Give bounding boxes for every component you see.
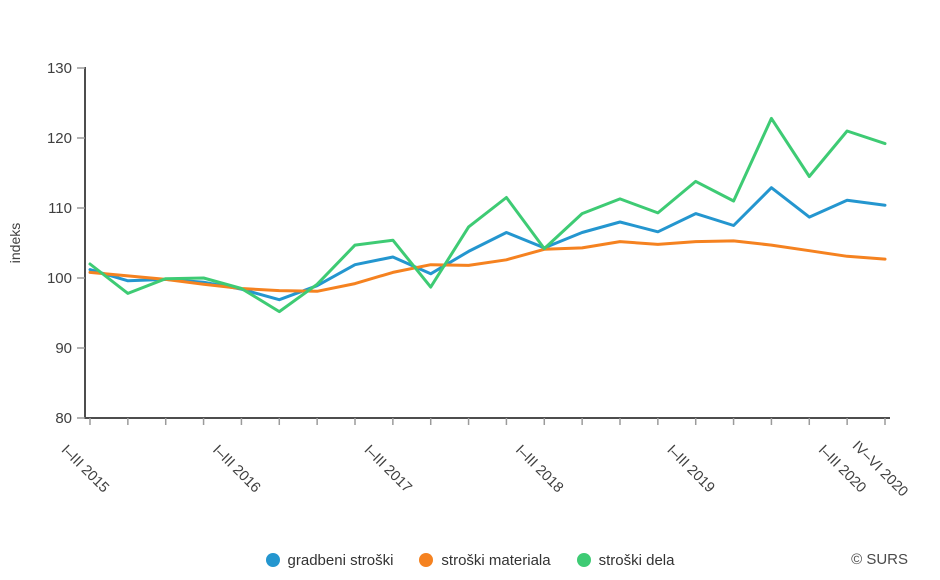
legend-item-stroski-dela: stroški dela: [576, 551, 675, 569]
x-tick-label: I–III 2015: [58, 442, 112, 496]
line-chart: 80 90 100 110 120 130 I–III 2015 I–III 2016 I–II…: [7, 60, 911, 500]
legend: gradbeni stroški stroški materiala stroš…: [0, 546, 940, 574]
legend-label: gradbeni stroški: [287, 551, 394, 569]
y-tick-label: 110: [48, 200, 72, 217]
x-tick-label: I–III 2018: [512, 442, 566, 496]
legend-label: stroški materiala: [441, 551, 551, 569]
legend-item-gradbeni-stroski: gradbeni stroški: [265, 551, 394, 569]
y-axis-title: indeks: [7, 223, 23, 263]
x-tick-label: I–III 2019: [664, 442, 718, 496]
line-chart-svg: 80 90 100 110 120 130 I–III 2015 I–III 2016 I–II…: [7, 60, 911, 500]
y-tick-label: 100: [47, 270, 72, 287]
x-tick-label: I–III 2016: [209, 442, 263, 496]
y-tick-label: 120: [47, 130, 72, 147]
legend-label: stroški dela: [598, 551, 675, 569]
legend-dot-orange-icon: [419, 553, 434, 567]
series-line-stroški-dela: [88, 116, 887, 314]
legend-dot-green-icon: [576, 553, 591, 567]
legend-item-stroski-materiala: stroški materiala: [419, 551, 551, 569]
y-tick-label: 130: [47, 60, 72, 77]
legend-dot-blue-icon: [265, 553, 280, 567]
copyright-surs: © SURS: [851, 551, 908, 568]
y-tick-label: 90: [55, 340, 72, 357]
y-tick-label: 80: [55, 410, 72, 427]
series-line-stroški-materiala: [88, 239, 887, 293]
x-tick-label: I–III 2017: [361, 442, 415, 496]
